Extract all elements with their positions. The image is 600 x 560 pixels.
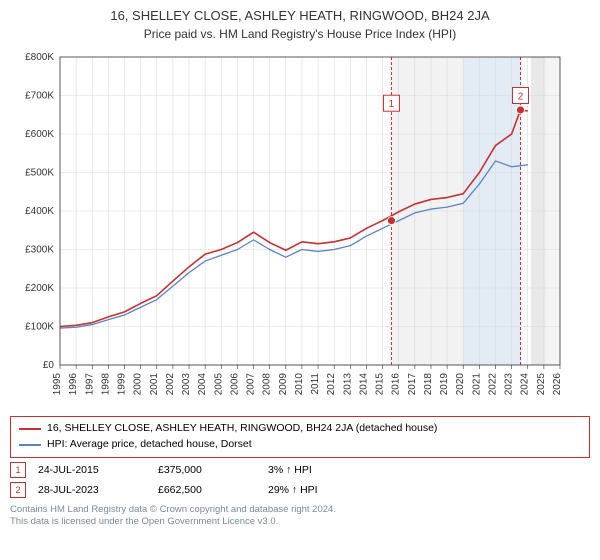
- svg-text:£200K: £200K: [25, 283, 54, 294]
- svg-text:2016: 2016: [391, 373, 402, 396]
- sale-date: 24-JUL-2015: [38, 464, 158, 476]
- svg-text:2005: 2005: [213, 373, 224, 396]
- svg-text:£400K: £400K: [25, 206, 54, 217]
- sale-delta: 29% ↑ HPI: [268, 484, 378, 496]
- svg-text:2008: 2008: [262, 373, 273, 396]
- svg-text:2010: 2010: [294, 373, 305, 396]
- sale-date: 28-JUL-2023: [38, 484, 158, 496]
- svg-text:2024: 2024: [520, 373, 531, 396]
- svg-text:1: 1: [389, 99, 395, 110]
- svg-text:2012: 2012: [326, 373, 337, 396]
- svg-text:2017: 2017: [407, 373, 418, 396]
- svg-text:2022: 2022: [487, 373, 498, 396]
- svg-text:2015: 2015: [375, 373, 386, 396]
- svg-text:2000: 2000: [133, 373, 144, 396]
- line-chart: £0 £100K £200K £300K £400K £500K £600K £700K £80…: [10, 47, 570, 407]
- svg-text:2026: 2026: [552, 373, 563, 396]
- legend-swatch-hpi: [19, 444, 41, 446]
- legend-label-hpi: HPI: Average price, detached house, Dors…: [47, 437, 252, 453]
- svg-text:£500K: £500K: [25, 168, 54, 179]
- sale-marker-box: 1: [10, 462, 26, 478]
- svg-text:2013: 2013: [342, 373, 353, 396]
- sale-delta: 3% ↑ HPI: [268, 464, 378, 476]
- svg-text:2018: 2018: [423, 373, 434, 396]
- svg-text:2020: 2020: [455, 373, 466, 396]
- svg-text:£300K: £300K: [25, 245, 54, 256]
- sale-price: £662,500: [158, 484, 268, 496]
- svg-text:£600K: £600K: [25, 129, 54, 140]
- svg-text:2003: 2003: [181, 373, 192, 396]
- svg-text:2025: 2025: [536, 373, 547, 396]
- svg-text:2023: 2023: [504, 373, 515, 396]
- sale-marker-box: 2: [10, 482, 26, 498]
- svg-text:2: 2: [518, 92, 524, 103]
- footer-note: Contains HM Land Registry data © Crown c…: [10, 504, 590, 530]
- svg-text:2001: 2001: [149, 373, 160, 396]
- svg-text:1999: 1999: [117, 373, 128, 396]
- svg-text:2006: 2006: [229, 373, 240, 396]
- svg-text:2009: 2009: [278, 373, 289, 396]
- svg-text:2002: 2002: [165, 373, 176, 396]
- svg-text:2011: 2011: [310, 373, 321, 395]
- svg-text:1998: 1998: [100, 373, 111, 396]
- legend-label-property: 16, SHELLEY CLOSE, ASHLEY HEATH, RINGWOO…: [47, 421, 437, 437]
- svg-text:1995: 1995: [52, 373, 63, 396]
- svg-text:1996: 1996: [68, 373, 79, 396]
- footer-line1: Contains HM Land Registry data © Crown c…: [10, 504, 336, 515]
- svg-text:£700K: £700K: [25, 91, 54, 102]
- svg-text:£100K: £100K: [25, 322, 54, 333]
- sale-price: £375,000: [158, 464, 268, 476]
- svg-text:£0: £0: [43, 360, 55, 371]
- svg-text:1997: 1997: [84, 373, 95, 396]
- svg-text:2007: 2007: [246, 373, 257, 396]
- svg-text:£800K: £800K: [25, 52, 54, 63]
- footer-line2: This data is licensed under the Open Gov…: [10, 516, 278, 527]
- svg-text:2021: 2021: [471, 373, 482, 396]
- chart-title: 16, SHELLEY CLOSE, ASHLEY HEATH, RINGWOO…: [10, 8, 590, 23]
- sales-table: 1 24-JUL-2015£375,0003% ↑ HPI 2 28-JUL-2023…: [10, 462, 590, 498]
- svg-text:2004: 2004: [197, 373, 208, 396]
- legend-row-hpi: HPI: Average price, detached house, Dors…: [19, 437, 581, 453]
- legend-swatch-property: [19, 428, 41, 430]
- svg-text:2019: 2019: [439, 373, 450, 396]
- legend-row-property: 16, SHELLEY CLOSE, ASHLEY HEATH, RINGWOO…: [19, 421, 581, 437]
- chart-area: £0 £100K £200K £300K £400K £500K £600K £700K £80…: [10, 47, 590, 412]
- legend-box: 16, SHELLEY CLOSE, ASHLEY HEATH, RINGWOO…: [10, 416, 590, 458]
- svg-text:2014: 2014: [358, 373, 369, 396]
- chart-subtitle: Price paid vs. HM Land Registry's House …: [10, 27, 590, 41]
